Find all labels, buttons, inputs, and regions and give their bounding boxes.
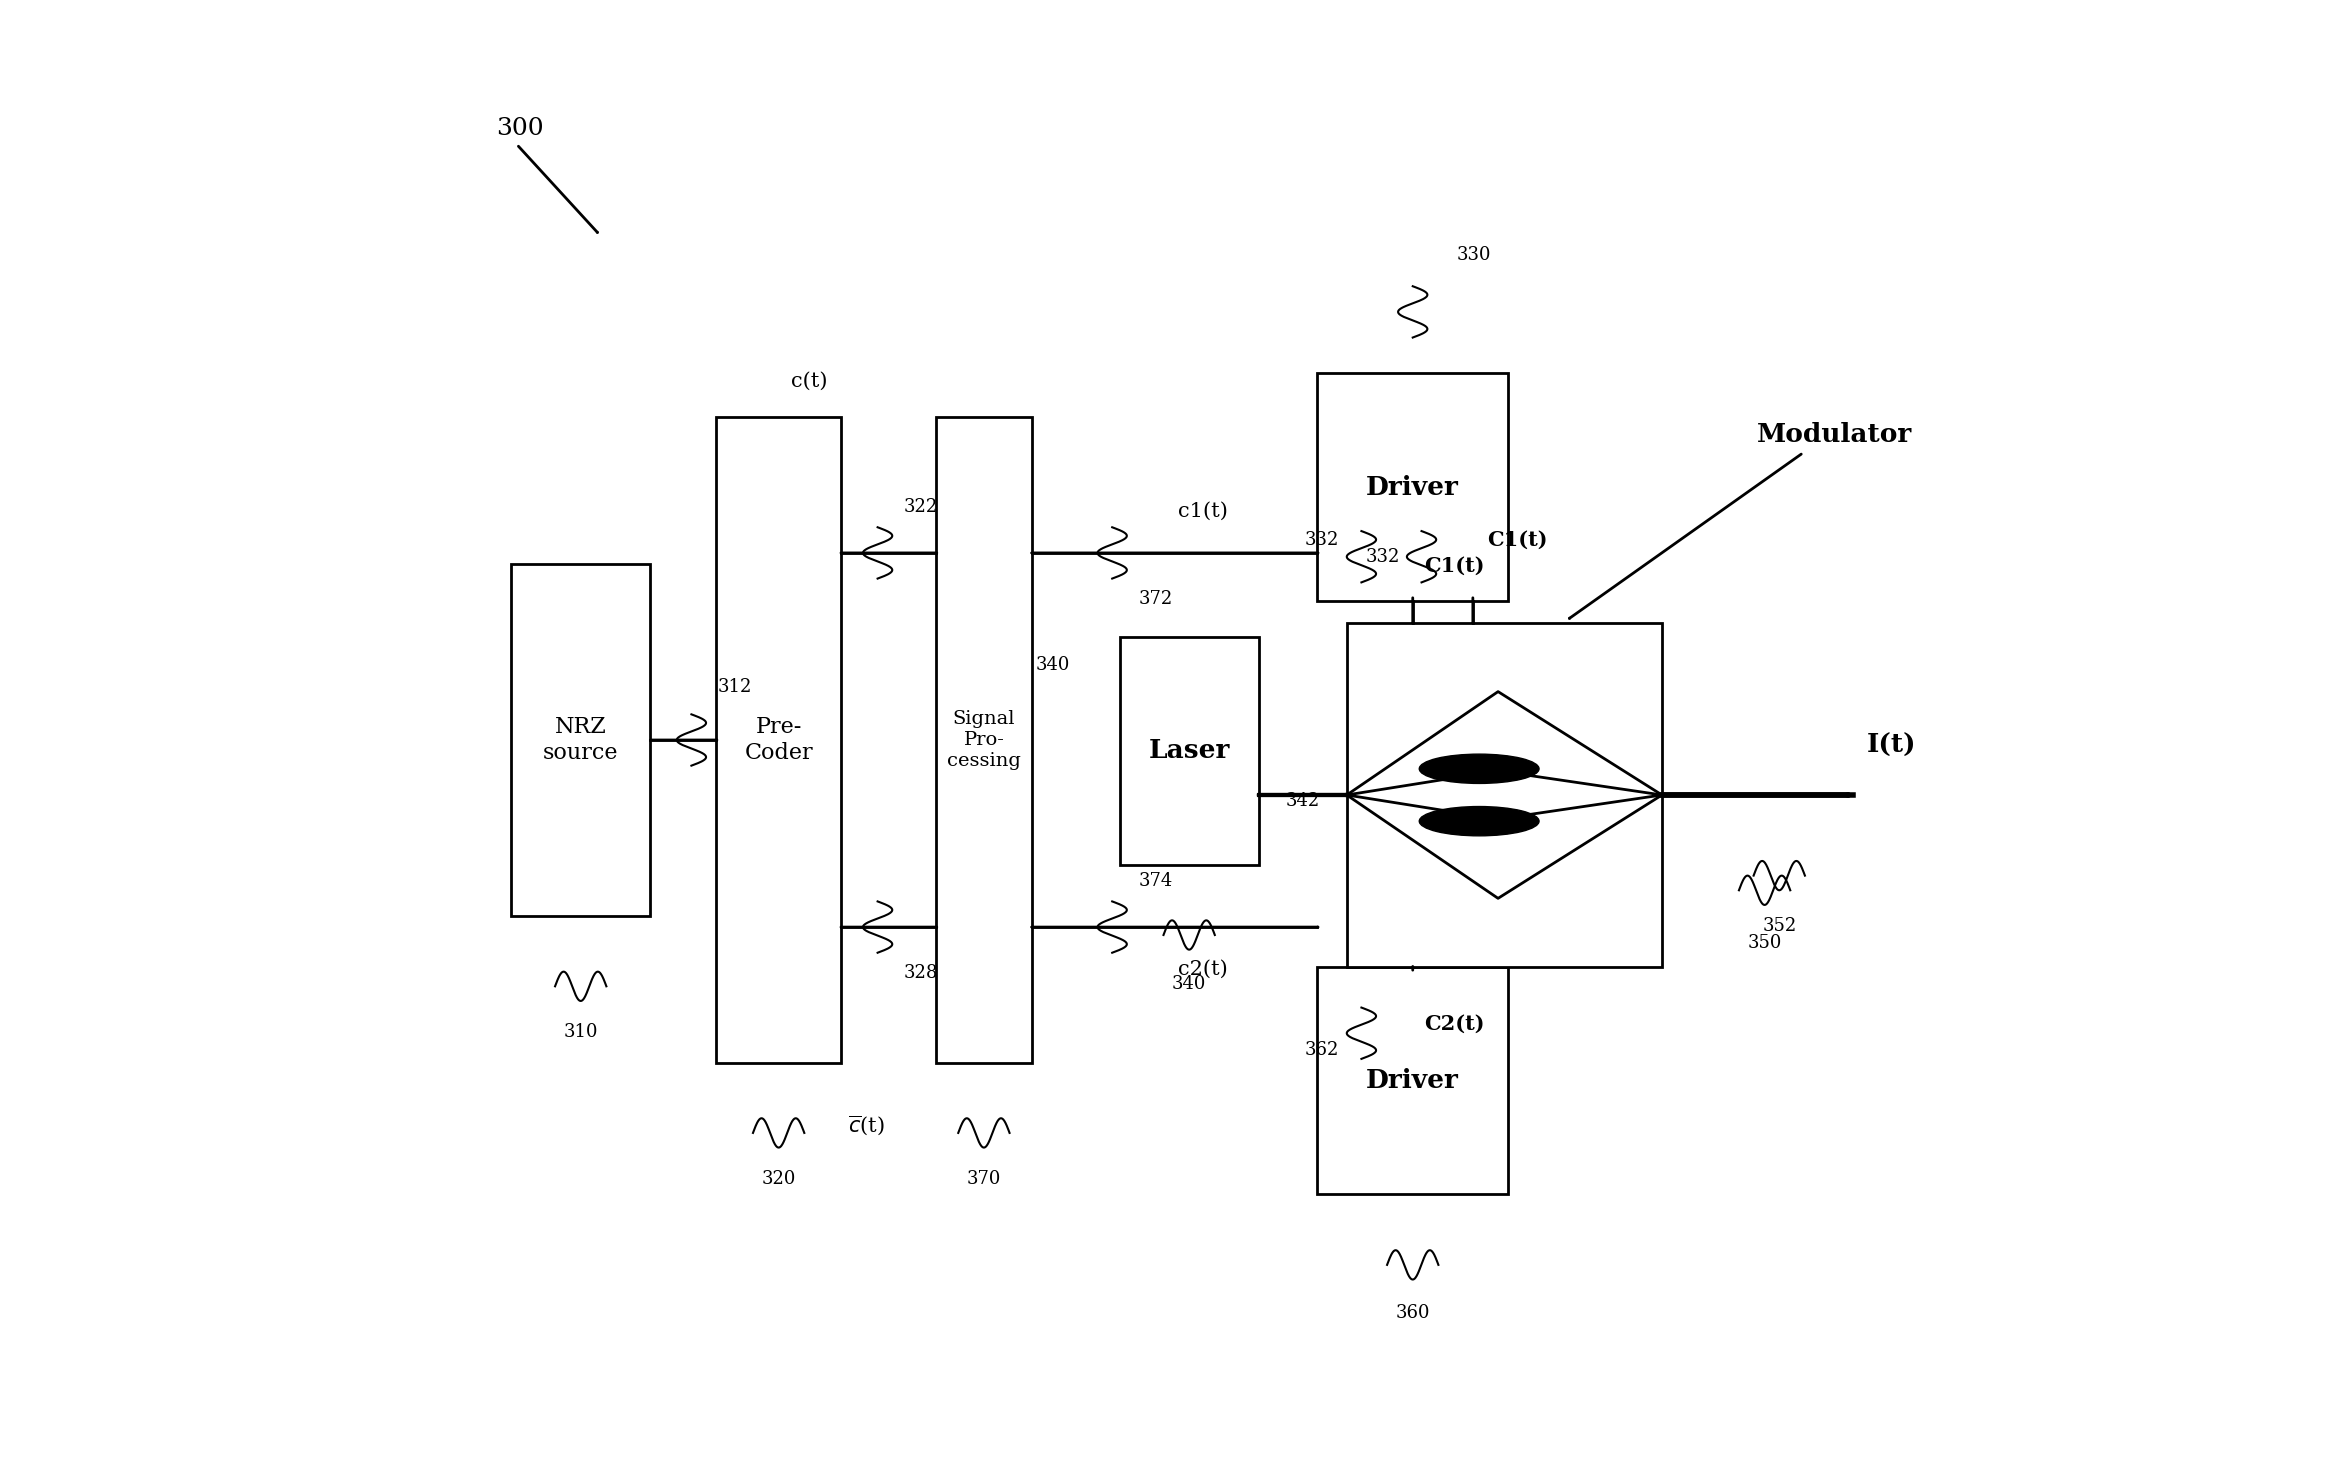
Text: 362: 362 [1305,1040,1340,1058]
Text: 340: 340 [1173,974,1205,993]
Text: 330: 330 [1457,246,1492,263]
Text: Signal
Pro-
cessing: Signal Pro- cessing [947,710,1022,770]
Bar [935,417,1031,1063]
Text: 332: 332 [1366,548,1399,565]
Bar [1119,638,1259,864]
Text: 360: 360 [1396,1304,1431,1323]
Bar [717,417,840,1063]
Text: C1(t): C1(t) [1487,530,1547,549]
Text: c(t): c(t) [791,371,828,391]
Text: C1(t): C1(t) [1424,556,1485,576]
Text: 350: 350 [1748,934,1782,952]
Text: c1(t): c1(t) [1177,502,1229,521]
Text: Pre-
Coder: Pre- Coder [745,716,812,764]
Text: Driver: Driver [1366,475,1459,500]
Text: Laser: Laser [1150,739,1231,764]
Text: NRZ
source: NRZ source [542,716,619,764]
Bar [1317,968,1508,1194]
Text: 372: 372 [1138,589,1173,608]
Text: 374: 374 [1138,872,1173,891]
Text: 370: 370 [966,1169,1001,1187]
Text: 320: 320 [761,1169,796,1187]
Ellipse shape [1419,807,1538,836]
Text: 312: 312 [717,678,752,696]
Text: 332: 332 [1305,531,1340,549]
Text: Driver: Driver [1366,1069,1459,1094]
Text: c2(t): c2(t) [1177,959,1229,978]
Bar [512,564,649,916]
Text: 322: 322 [903,499,938,517]
Bar [1317,373,1508,601]
Text: I(t): I(t) [1866,733,1917,758]
Text: 342: 342 [1285,792,1319,810]
Text: 340: 340 [1036,656,1070,673]
Text: C2(t): C2(t) [1424,1014,1485,1035]
Text: 300: 300 [496,117,545,141]
Ellipse shape [1419,755,1538,783]
Text: 310: 310 [563,1023,598,1040]
Text: 352: 352 [1762,916,1796,935]
Text: Modulator: Modulator [1757,422,1913,447]
Text: 328: 328 [903,963,938,981]
Bar [1347,623,1661,968]
Text: $\overline{c}$(t): $\overline{c}$(t) [849,1114,884,1138]
